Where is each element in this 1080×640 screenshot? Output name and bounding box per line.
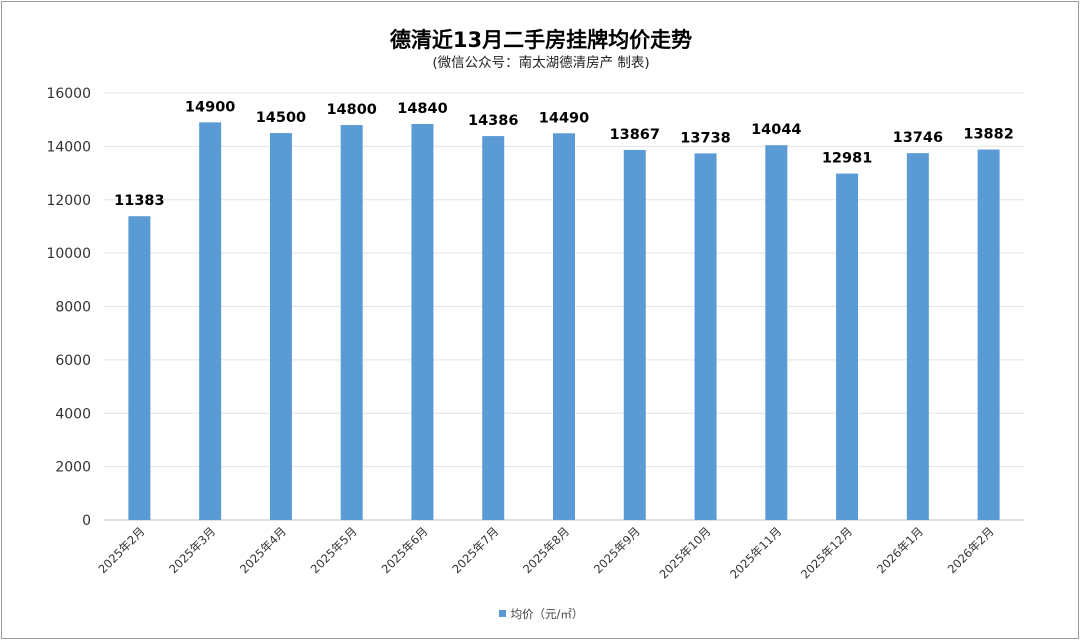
x-tick-label: 2025年8月 bbox=[520, 524, 572, 576]
data-label: 14800 bbox=[326, 102, 376, 118]
data-label: 13867 bbox=[610, 127, 660, 143]
x-tick-label: 2025年12月 bbox=[798, 524, 855, 581]
chart-title: 德清近13月二手房挂牌均价走势 bbox=[389, 28, 693, 52]
x-tick-label: 2025年6月 bbox=[379, 524, 431, 576]
y-tick-label: 10000 bbox=[46, 246, 91, 262]
data-label: 13746 bbox=[893, 130, 943, 146]
x-tick-label: 2025年10月 bbox=[656, 524, 713, 581]
data-label: 13738 bbox=[680, 130, 730, 146]
bar bbox=[411, 123, 434, 521]
bar bbox=[199, 122, 222, 520]
x-axis: 2025年2月 2025年3月 2025年4月 2025年5月 2025年6月 2025年… bbox=[95, 524, 996, 581]
x-tick-label: 2025年7月 bbox=[449, 524, 501, 576]
bars bbox=[128, 122, 1000, 521]
bar bbox=[977, 149, 1000, 521]
y-tick-label: 6000 bbox=[55, 353, 91, 369]
x-tick-label: 2025年5月 bbox=[308, 524, 360, 576]
y-tick-label: 12000 bbox=[46, 193, 91, 209]
bar bbox=[765, 145, 788, 520]
data-label: 11383 bbox=[114, 193, 164, 209]
bar bbox=[623, 149, 646, 520]
x-tick-label: 2025年4月 bbox=[237, 524, 289, 576]
data-labels: 11383 14900 14500 14800 14840 14386 14490 13867… bbox=[114, 99, 1014, 209]
data-label: 14500 bbox=[256, 110, 306, 126]
bar bbox=[340, 125, 363, 521]
x-tick-label: 2025年2月 bbox=[95, 524, 147, 576]
y-tick-label: 0 bbox=[82, 513, 91, 529]
y-tick-label: 14000 bbox=[46, 139, 91, 155]
data-label: 14490 bbox=[539, 110, 589, 126]
y-tick-label: 2000 bbox=[55, 460, 91, 476]
y-tick-label: 8000 bbox=[55, 300, 91, 316]
data-label: 14840 bbox=[397, 101, 447, 117]
data-label: 14044 bbox=[751, 122, 801, 138]
data-label: 13882 bbox=[963, 127, 1013, 143]
data-label: 14386 bbox=[468, 113, 518, 129]
bar bbox=[694, 153, 717, 520]
y-tick-label: 4000 bbox=[55, 406, 91, 422]
x-tick-label: 2026年1月 bbox=[874, 524, 926, 576]
bar bbox=[269, 133, 292, 520]
data-label: 12981 bbox=[822, 151, 872, 167]
bar bbox=[482, 136, 505, 521]
x-tick-label: 2025年11月 bbox=[727, 524, 784, 581]
bar bbox=[128, 216, 151, 520]
x-tick-label: 2025年3月 bbox=[166, 524, 218, 576]
x-tick-label: 2026年2月 bbox=[945, 524, 997, 576]
bar bbox=[553, 133, 575, 520]
bar bbox=[836, 173, 859, 520]
legend-label: 均价（元/㎡） bbox=[510, 607, 584, 621]
bar bbox=[906, 153, 929, 520]
legend[interactable]: 均价（元/㎡） bbox=[2, 606, 1080, 622]
x-tick-label: 2025年9月 bbox=[591, 524, 643, 576]
legend-swatch bbox=[498, 610, 506, 617]
chart-subtitle: (微信公众号：南太湖德清房产 制表) bbox=[432, 55, 650, 71]
data-label: 14900 bbox=[185, 99, 235, 115]
y-tick-label: 16000 bbox=[46, 86, 91, 102]
y-axis: 0 2000 4000 6000 8000 10000 12000 14000 16000 bbox=[46, 86, 91, 529]
